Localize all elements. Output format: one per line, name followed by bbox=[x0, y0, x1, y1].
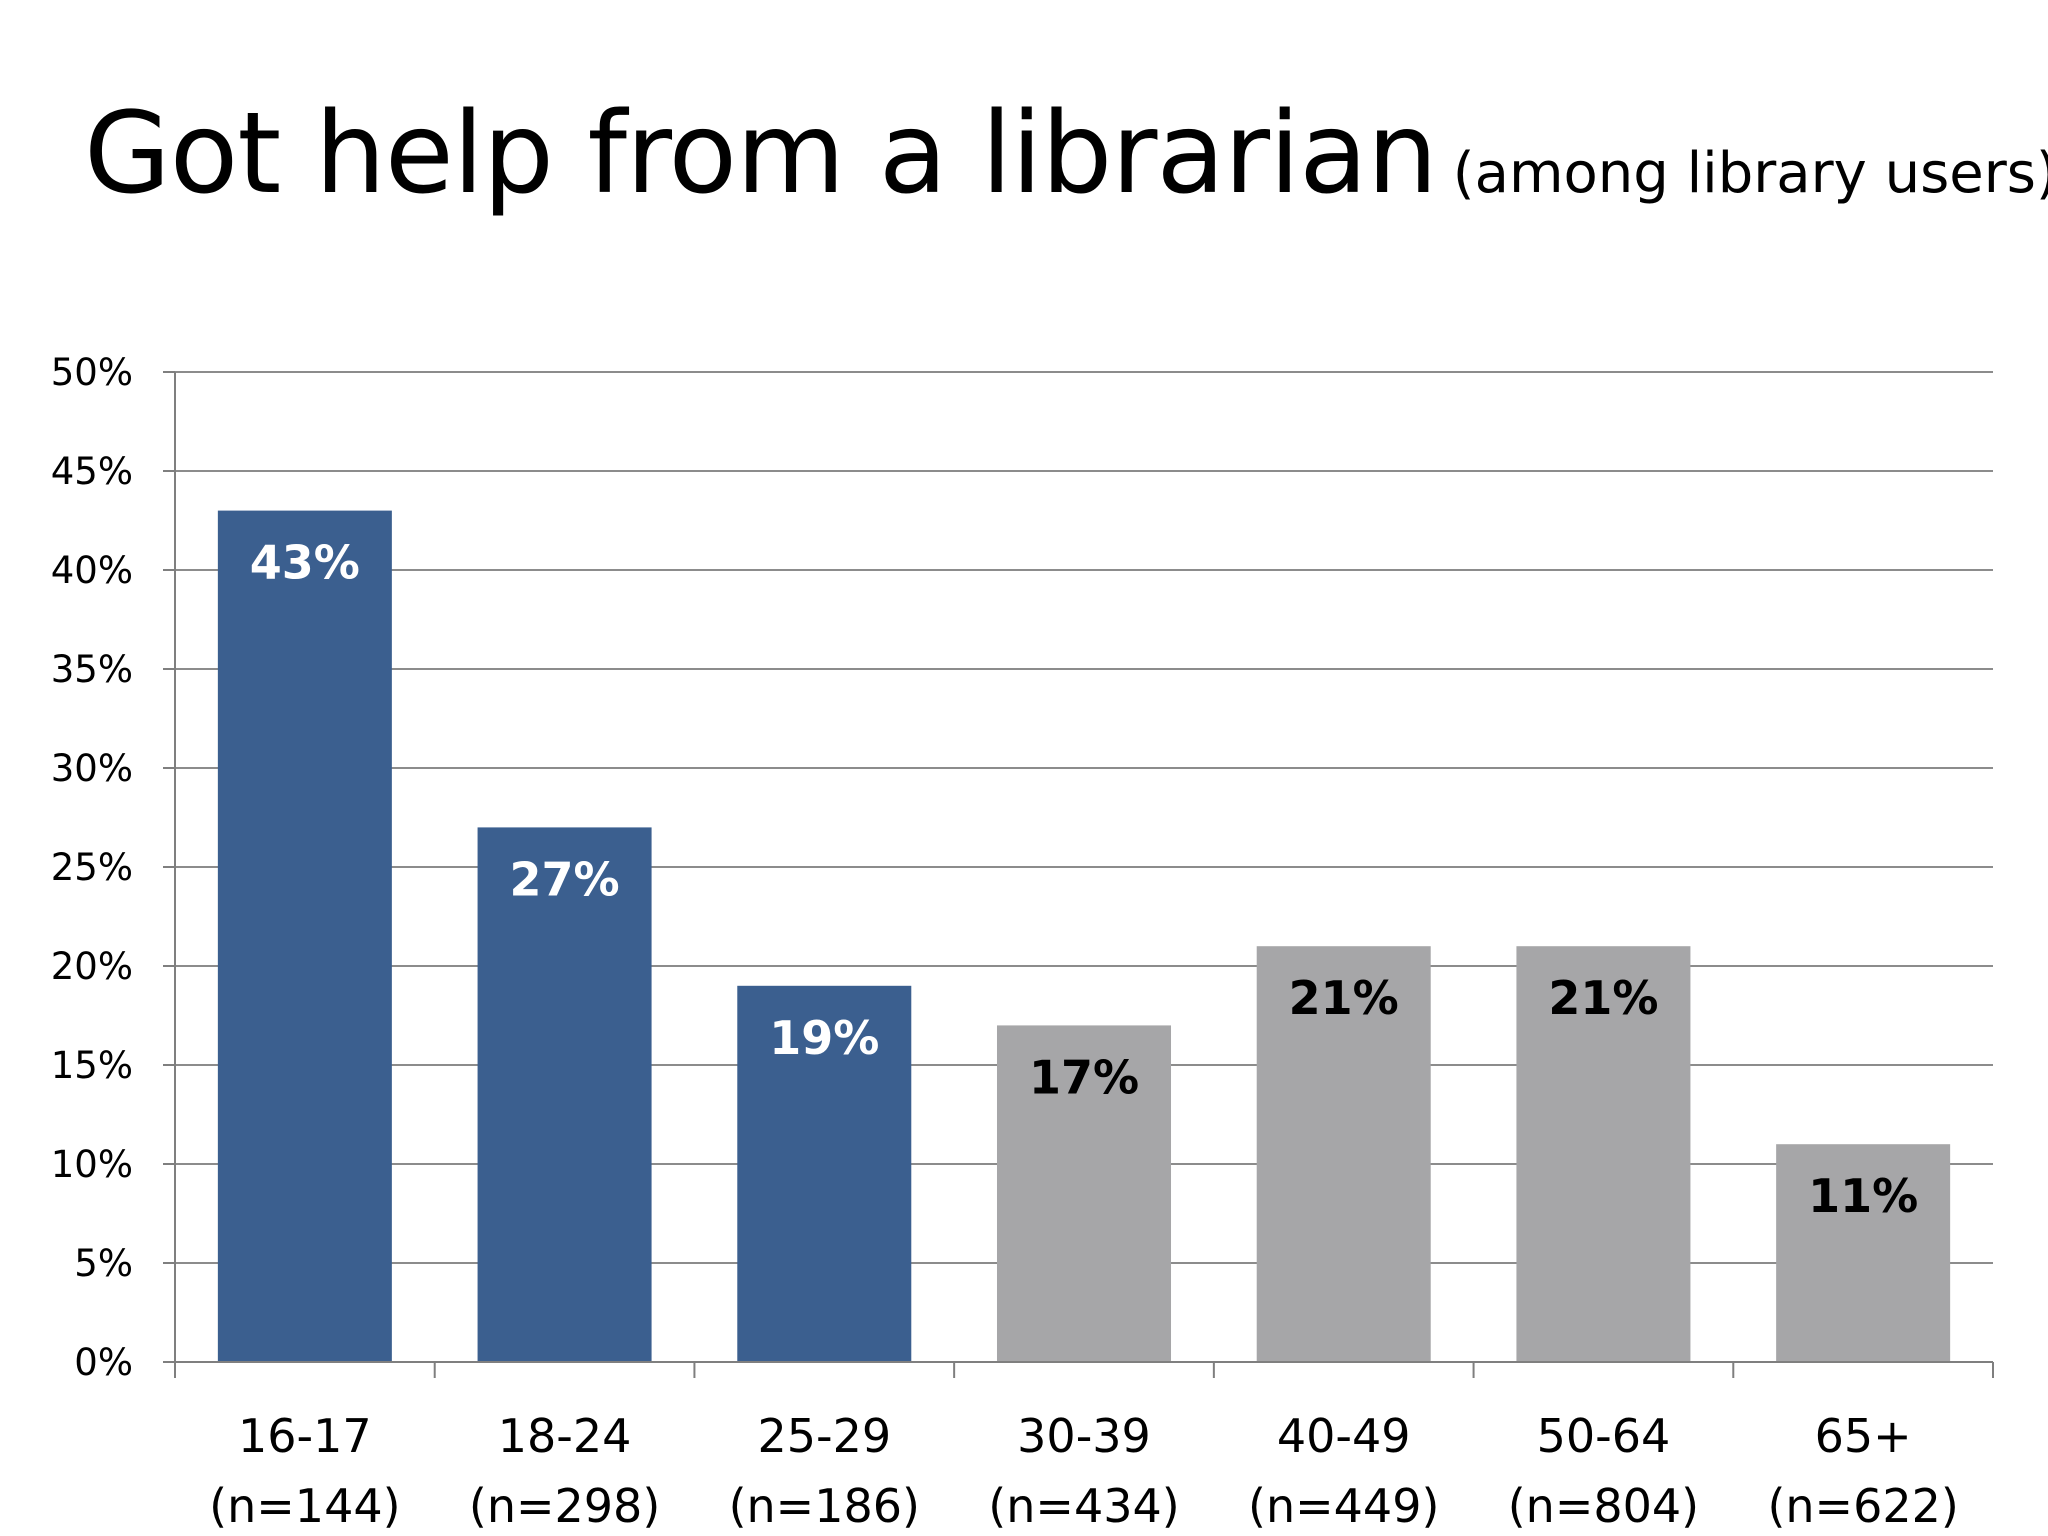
data-label: 21% bbox=[1548, 971, 1658, 1025]
y-tick-label: 45% bbox=[51, 450, 133, 493]
x-category-label: 40-49 bbox=[1277, 1409, 1411, 1463]
bar-16-17 bbox=[217, 510, 392, 1363]
x-category-label: 16-17 bbox=[238, 1409, 372, 1463]
x-category-label: 30-39 bbox=[1017, 1409, 1151, 1463]
x-sample-size-label: (n=449) bbox=[1248, 1479, 1439, 1533]
chart-subtitle: (among library users) bbox=[1452, 141, 2048, 206]
data-label: 43% bbox=[250, 536, 360, 590]
chart-title: Got help from a librarian (among library … bbox=[84, 98, 2048, 210]
data-label: 19% bbox=[769, 1011, 879, 1065]
y-tick-labels: 0% 5% 10% 15% 20% 25% 30% 35% 40% 45% 50% bbox=[51, 351, 133, 1384]
x-sample-size-label: (n=804) bbox=[1508, 1479, 1699, 1533]
x-sample-size-label: (n=622) bbox=[1767, 1479, 1958, 1533]
x-sample-size-label: (n=298) bbox=[469, 1479, 660, 1533]
x-category-labels: 16-17 (n=144) 18-24 (n=298) 25-29 (n=186) 30-3… bbox=[209, 1409, 1959, 1533]
y-tick-label: 50% bbox=[51, 351, 133, 394]
x-category-label: 65+ bbox=[1815, 1409, 1912, 1463]
data-label: 27% bbox=[510, 852, 620, 906]
chart-title-main: Got help from a librarian bbox=[84, 89, 1438, 219]
y-tick-label: 5% bbox=[74, 1242, 133, 1285]
bar-65+ bbox=[1776, 1144, 1951, 1362]
bar-30-39 bbox=[996, 1025, 1172, 1362]
bar-50-64 bbox=[1516, 946, 1691, 1362]
y-tick-label: 35% bbox=[51, 648, 133, 691]
y-tick-label: 40% bbox=[51, 549, 133, 592]
y-tick-label: 20% bbox=[51, 945, 133, 988]
y-tick-label: 15% bbox=[51, 1044, 133, 1087]
x-category-label: 50-64 bbox=[1537, 1409, 1671, 1463]
y-tick-label: 25% bbox=[51, 846, 133, 889]
data-label: 17% bbox=[1029, 1050, 1139, 1104]
y-tick-label: 30% bbox=[51, 747, 133, 790]
x-sample-size-label: (n=144) bbox=[209, 1479, 400, 1533]
data-labels: 43% 27% 19% 17% 21% 21% 11% bbox=[250, 536, 1918, 1224]
x-category-label: 18-24 bbox=[498, 1409, 632, 1463]
data-label: 21% bbox=[1289, 971, 1399, 1025]
axes bbox=[163, 371, 1994, 1378]
bars bbox=[217, 510, 1951, 1363]
x-sample-size-label: (n=434) bbox=[988, 1479, 1179, 1533]
bar-25-29 bbox=[737, 985, 912, 1362]
x-sample-size-label: (n=186) bbox=[729, 1479, 920, 1533]
bar-40-49 bbox=[1256, 946, 1431, 1362]
y-tick-label: 10% bbox=[51, 1143, 133, 1186]
y-tick-label: 0% bbox=[74, 1341, 133, 1384]
bar-18-24 bbox=[477, 827, 652, 1362]
data-label: 11% bbox=[1808, 1169, 1918, 1223]
x-category-label: 25-29 bbox=[757, 1409, 891, 1463]
